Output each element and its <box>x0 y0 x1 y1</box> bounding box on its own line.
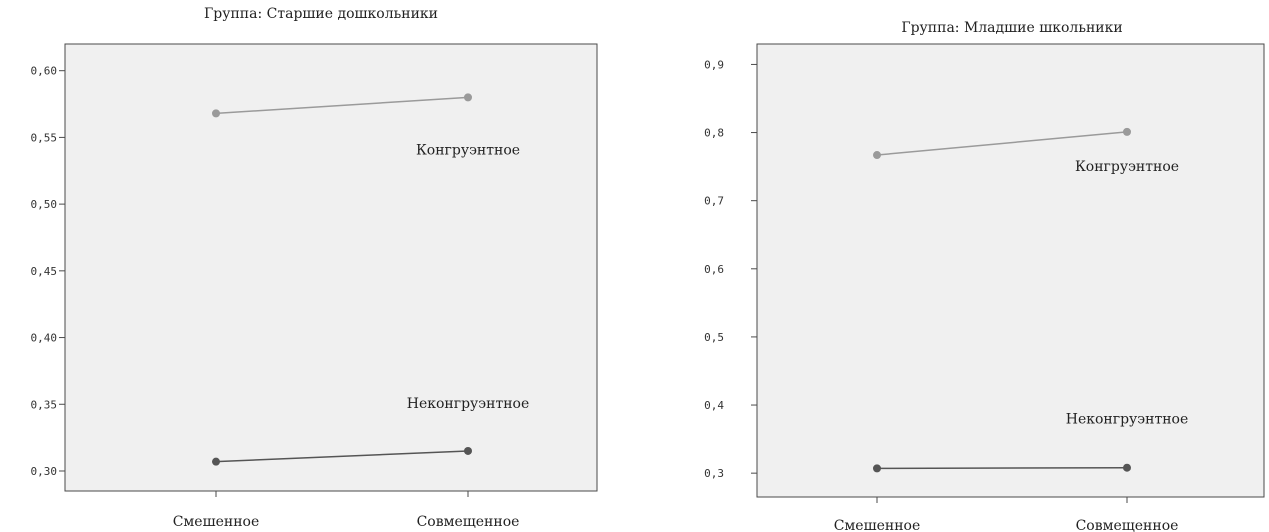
data-point <box>1123 463 1131 472</box>
data-point <box>464 93 472 102</box>
y-tick-label: 0,9 <box>704 58 724 71</box>
plot-area <box>756 43 1265 498</box>
y-tick-label: 0,8 <box>704 127 724 140</box>
series-line: Неконгруэнтное <box>212 396 529 466</box>
series-label: Неконгруэнтное <box>1066 412 1189 428</box>
data-point <box>212 109 220 118</box>
y-axis: 0,3 0,4 0,5 0,6 0,7 0,8 0,9 <box>704 58 757 480</box>
y-tick-label: 0,50 <box>31 198 58 211</box>
series-path <box>215 96 469 115</box>
y-axis: 0,30 0,35 0,40 0,45 0,50 0,55 0,60 <box>31 65 65 478</box>
series-line: Неконгруэнтное <box>873 412 1188 473</box>
chart-older-preschoolers: Группа: Старшие дошкольники 0,30 0,35 0,40… <box>31 6 598 530</box>
series-group: Конгруэнтное Неконгруэнтное <box>212 93 529 466</box>
y-tick-label: 0,7 <box>704 195 724 208</box>
x-tick-label: Совмещенное <box>1076 518 1179 532</box>
y-tick-label: 0,6 <box>704 263 724 276</box>
y-tick-label: 0,4 <box>704 399 724 412</box>
data-point <box>212 457 220 466</box>
y-tick-label: 0,60 <box>31 65 58 78</box>
series-path <box>876 466 1128 470</box>
series-line: Конгруэнтное <box>212 93 520 158</box>
chart-junior-schoolchildren: Группа: Младшие школьники 0,30,40,50,60,… <box>704 20 1265 532</box>
y-tick-label: 0,5 <box>704 331 724 344</box>
x-axis: Смешенное Совмещенное <box>834 497 1179 532</box>
y-tick-label: 0,40 <box>31 332 58 345</box>
y-tick-label: 0,30 <box>31 465 58 478</box>
x-axis: Смешенное Совмещенное <box>173 491 520 530</box>
y-tick-label: 0,55 <box>31 131 58 144</box>
series-label: Конгруэнтное <box>416 142 520 158</box>
y-tick-label: 0,3 <box>704 467 724 480</box>
data-point <box>873 151 881 160</box>
x-tick-label: Смешенное <box>834 518 921 532</box>
y-tick-label: 0,35 <box>31 398 58 411</box>
data-point <box>464 446 472 455</box>
data-point <box>1123 127 1131 136</box>
series-line: Конгруэнтное <box>873 127 1179 175</box>
series-label: Конгруэнтное <box>1075 159 1179 175</box>
y-tick-label: 0,45 <box>31 265 58 278</box>
series-path <box>215 450 469 463</box>
data-point <box>873 464 881 473</box>
plot-area <box>64 43 598 492</box>
series-path <box>876 131 1128 156</box>
x-tick-label: Смешенное <box>173 514 260 530</box>
chart-title: Группа: Младшие школьники <box>901 20 1122 36</box>
chart-title: Группа: Старшие дошкольники <box>204 6 438 22</box>
x-tick-label: Совмещенное <box>417 514 520 530</box>
series-group: Конгруэнтное Неконгруэнтное <box>873 127 1188 473</box>
series-label: Неконгруэнтное <box>407 396 530 412</box>
